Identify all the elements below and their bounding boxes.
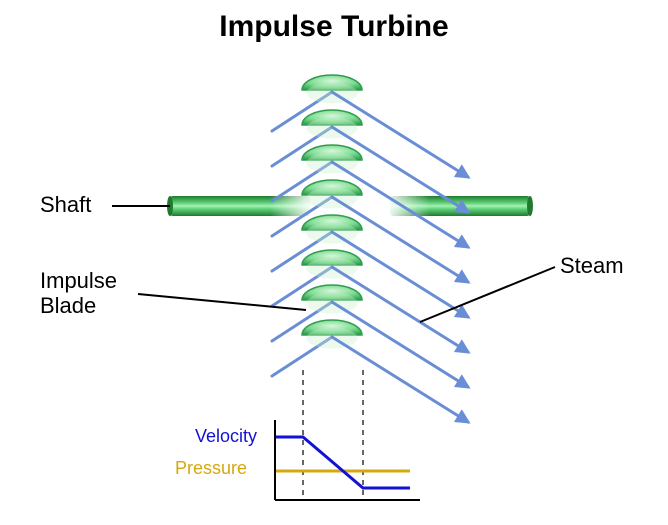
chart-graphic (275, 370, 420, 500)
diagram-svg (0, 0, 668, 525)
